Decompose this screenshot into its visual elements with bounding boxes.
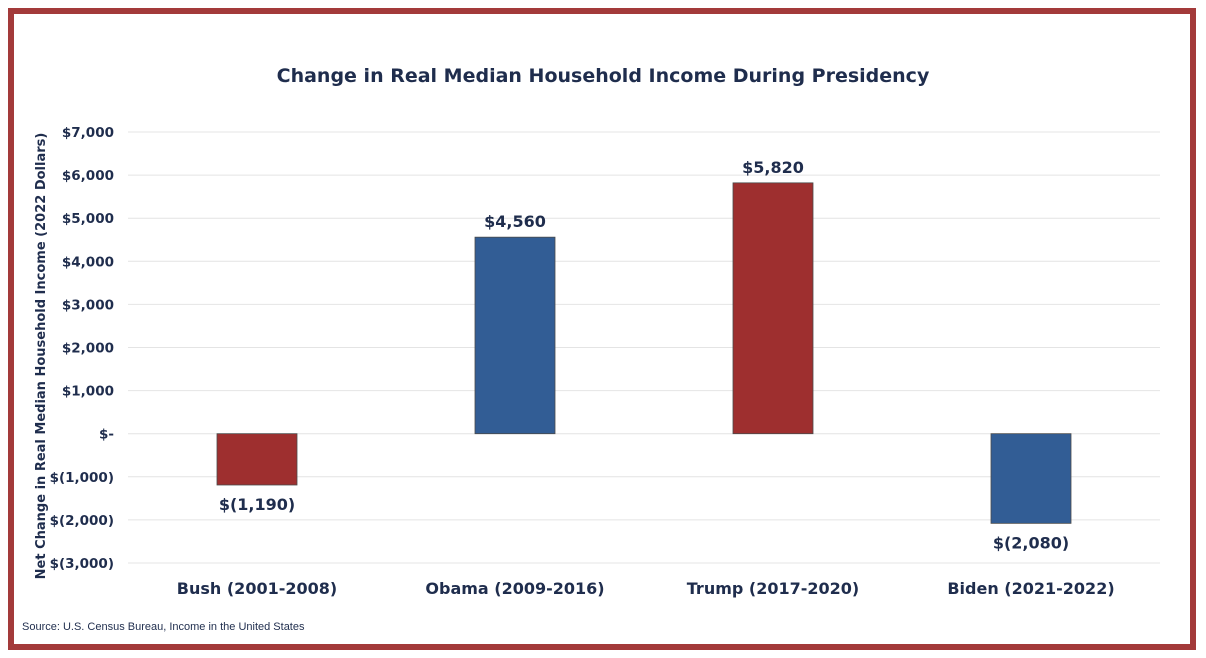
x-category-label: Obama (2009-2016): [425, 579, 604, 598]
x-axis-categories: Bush (2001-2008) Obama (2009-2016) Trump (…: [177, 579, 1115, 598]
x-category-label: Biden (2021-2022): [947, 579, 1114, 598]
y-tick-label: $2,000: [62, 341, 114, 357]
y-tick-label: $-: [99, 427, 114, 443]
y-tick-label: $1,000: [62, 384, 114, 400]
y-tick-label: $4,000: [62, 254, 114, 270]
bars: [216, 182, 1072, 524]
bar: [216, 433, 298, 486]
y-tick-label: $3,000: [62, 297, 114, 313]
y-axis-label: Net Change in Real Median Household Inco…: [34, 133, 49, 580]
x-category-label: Trump (2017-2020): [687, 579, 859, 598]
chart-frame: [8, 8, 1196, 650]
y-tick-label: $6,000: [62, 168, 114, 184]
data-label: $(1,190): [219, 495, 295, 514]
chart-title: Change in Real Median Household Income D…: [277, 65, 930, 87]
source-note: Source: U.S. Census Bureau, Income in th…: [22, 621, 305, 633]
y-tick-label: $(2,000): [50, 513, 114, 529]
gridlines: [128, 131, 1160, 564]
y-axis-ticks: $7,000 $6,000 $5,000 $4,000 $3,000 $2,000 $1,0…: [50, 125, 114, 572]
bar: [732, 182, 814, 435]
y-tick-label: $(1,000): [50, 470, 114, 486]
bar: [474, 236, 556, 435]
y-tick-label: $7,000: [62, 125, 114, 141]
x-category-label: Bush (2001-2008): [177, 579, 337, 598]
data-label: $(2,080): [993, 533, 1069, 552]
data-label: $5,820: [742, 158, 804, 177]
y-tick-label: $(3,000): [50, 556, 114, 572]
bar: [990, 433, 1072, 524]
data-labels: $(1,190) $4,560 $5,820 $(2,080): [219, 158, 1069, 552]
data-label: $4,560: [484, 212, 546, 231]
y-tick-label: $5,000: [62, 211, 114, 227]
